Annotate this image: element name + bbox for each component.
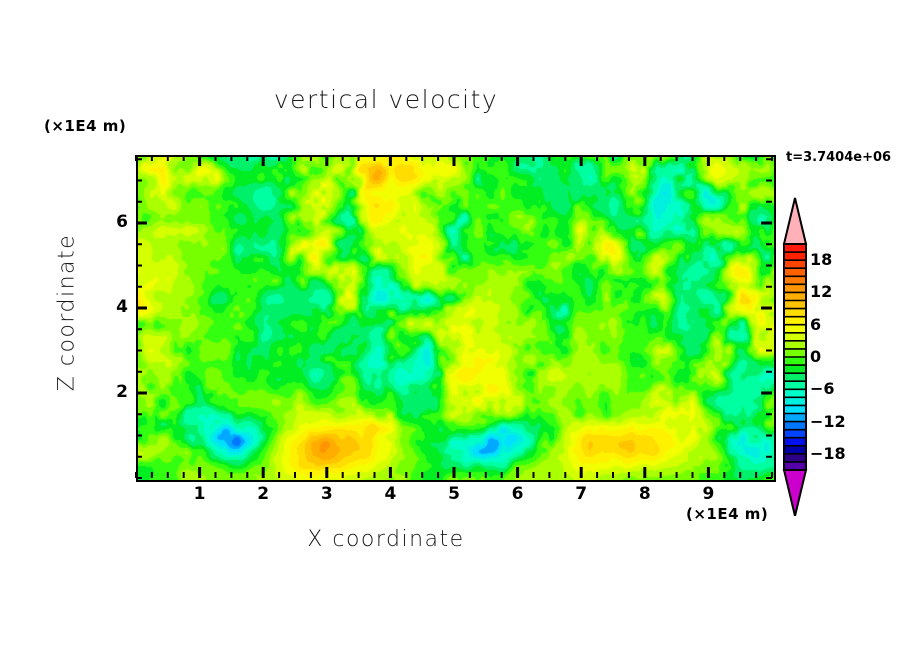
x-axis-unit-label: (×1E4 m) bbox=[686, 505, 769, 523]
x-tick-label: 1 bbox=[193, 484, 206, 504]
colorbar-tick-label: 18 bbox=[810, 250, 833, 270]
x-tick-label: 6 bbox=[511, 484, 524, 504]
x-tick-label: 9 bbox=[702, 484, 715, 504]
colorbar-tick-label: −12 bbox=[810, 411, 846, 431]
colorbar-gradient bbox=[782, 197, 808, 516]
colorbar-tick-label: −18 bbox=[810, 443, 846, 463]
x-tick-label: 3 bbox=[320, 484, 333, 504]
page-title: vertical velocity bbox=[273, 85, 499, 114]
z-tick-label: 6 bbox=[116, 212, 128, 232]
time-annotation: t=3.7404e+06 bbox=[786, 150, 892, 165]
colorbar-tick-label: 0 bbox=[810, 347, 822, 366]
colorbar-tick-label: −6 bbox=[810, 379, 835, 399]
z-axis-unit-label: (×1E4 m) bbox=[44, 117, 127, 135]
z-tick-label: 2 bbox=[116, 382, 128, 402]
contour-plot-area bbox=[136, 155, 776, 482]
colorbar-tick-label: 12 bbox=[810, 282, 833, 302]
vertical-velocity-contour-field bbox=[138, 157, 774, 480]
z-tick-label: 4 bbox=[116, 297, 128, 317]
x-tick-label: 7 bbox=[575, 484, 588, 504]
x-tick-label: 2 bbox=[257, 484, 270, 504]
colorbar-tick-label: 6 bbox=[810, 314, 822, 334]
x-tick-label: 8 bbox=[638, 484, 651, 504]
colorbar bbox=[780, 196, 820, 516]
z-axis-title: Z coordinate bbox=[54, 233, 80, 392]
x-tick-label: 5 bbox=[448, 484, 460, 504]
x-axis-title: X coordinate bbox=[307, 527, 465, 552]
x-tick-label: 4 bbox=[384, 484, 397, 504]
